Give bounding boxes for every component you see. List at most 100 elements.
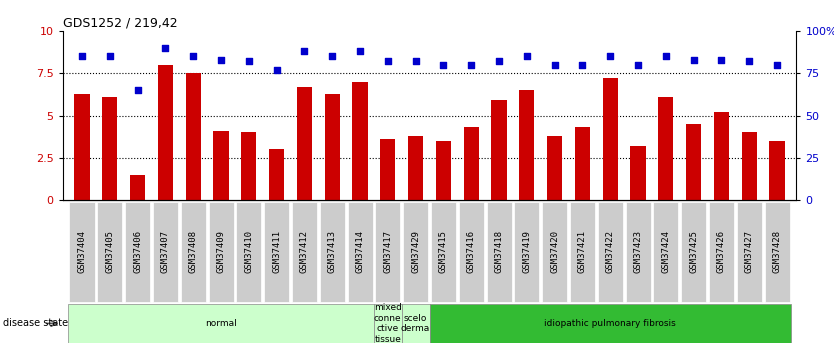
Text: GSM37408: GSM37408 — [188, 230, 198, 273]
Text: GSM37422: GSM37422 — [605, 230, 615, 273]
Point — [548, 62, 561, 68]
Bar — [153, 202, 178, 302]
Bar — [459, 202, 484, 302]
Bar — [626, 202, 651, 302]
Text: GSM37412: GSM37412 — [300, 230, 309, 273]
Point — [381, 59, 394, 64]
Text: GSM37404: GSM37404 — [78, 230, 87, 273]
Bar — [185, 73, 201, 200]
Text: GSM37427: GSM37427 — [745, 230, 754, 273]
Text: GSM37426: GSM37426 — [717, 230, 726, 273]
Text: GSM37405: GSM37405 — [105, 230, 114, 273]
Bar — [269, 149, 284, 200]
Point — [520, 54, 534, 59]
Bar — [352, 82, 368, 200]
Bar — [348, 202, 373, 302]
Bar — [631, 146, 646, 200]
Text: GSM37415: GSM37415 — [439, 230, 448, 273]
Bar — [542, 202, 567, 302]
Bar — [264, 202, 289, 302]
Bar — [765, 202, 790, 302]
Bar — [181, 202, 206, 302]
Text: GSM37418: GSM37418 — [495, 230, 504, 273]
Point — [75, 54, 88, 59]
Text: GSM37416: GSM37416 — [467, 230, 475, 273]
Bar — [125, 202, 150, 302]
Bar — [658, 97, 674, 200]
Text: GSM37420: GSM37420 — [550, 230, 559, 273]
Bar — [319, 202, 344, 302]
Point — [270, 67, 284, 73]
Point — [354, 49, 367, 54]
Text: GSM37423: GSM37423 — [634, 230, 642, 273]
Bar — [68, 304, 374, 343]
Text: GSM37421: GSM37421 — [578, 230, 587, 273]
Text: GDS1252 / 219,42: GDS1252 / 219,42 — [63, 17, 177, 30]
Point — [214, 57, 228, 62]
Point — [187, 54, 200, 59]
Bar — [547, 136, 562, 200]
Point — [409, 59, 422, 64]
Bar — [598, 202, 623, 302]
Bar — [575, 127, 590, 200]
Bar — [98, 202, 123, 302]
Bar — [375, 202, 400, 302]
Bar — [519, 90, 535, 200]
Bar — [515, 202, 540, 302]
Bar — [374, 304, 402, 343]
Bar — [681, 202, 706, 302]
Bar — [297, 87, 312, 200]
Bar — [602, 78, 618, 200]
Bar — [158, 65, 173, 200]
Text: normal: normal — [205, 319, 237, 328]
Bar — [403, 202, 428, 302]
Bar — [236, 202, 261, 302]
Point — [298, 49, 311, 54]
Bar — [208, 202, 234, 302]
Point — [604, 54, 617, 59]
Bar — [74, 93, 90, 200]
Point — [158, 45, 172, 51]
Bar — [769, 141, 785, 200]
Bar — [102, 97, 118, 200]
Bar — [435, 141, 451, 200]
Point — [325, 54, 339, 59]
Bar — [486, 202, 511, 302]
Bar — [408, 136, 423, 200]
Point — [715, 57, 728, 62]
Text: GSM37411: GSM37411 — [272, 230, 281, 273]
Bar — [241, 132, 256, 200]
Bar — [491, 100, 507, 200]
Bar — [402, 304, 430, 343]
Bar — [686, 124, 701, 200]
Point — [659, 54, 672, 59]
Bar — [214, 131, 229, 200]
Bar — [69, 202, 94, 302]
Bar — [736, 202, 761, 302]
Point — [687, 57, 701, 62]
Point — [242, 59, 255, 64]
Bar — [292, 202, 317, 302]
Text: GSM37407: GSM37407 — [161, 230, 170, 273]
Bar — [464, 127, 479, 200]
Point — [465, 62, 478, 68]
Text: GSM37413: GSM37413 — [328, 230, 337, 273]
Text: GSM37425: GSM37425 — [689, 230, 698, 273]
Text: mixed
conne
ctive
tissue: mixed conne ctive tissue — [374, 303, 402, 344]
Bar — [431, 202, 456, 302]
Point — [131, 88, 144, 93]
Text: GSM37419: GSM37419 — [522, 230, 531, 273]
Text: GSM37414: GSM37414 — [355, 230, 364, 273]
Text: GSM37417: GSM37417 — [384, 230, 392, 273]
Text: idiopathic pulmonary fibrosis: idiopathic pulmonary fibrosis — [545, 319, 676, 328]
Text: GSM37406: GSM37406 — [133, 230, 142, 273]
Point — [742, 59, 756, 64]
Text: GSM37429: GSM37429 — [411, 230, 420, 273]
Bar — [741, 132, 757, 200]
Point — [492, 59, 505, 64]
Bar — [324, 93, 340, 200]
Text: GSM37428: GSM37428 — [772, 230, 781, 273]
Point — [575, 62, 589, 68]
Text: scelo
derma: scelo derma — [401, 314, 430, 333]
Point — [631, 62, 645, 68]
